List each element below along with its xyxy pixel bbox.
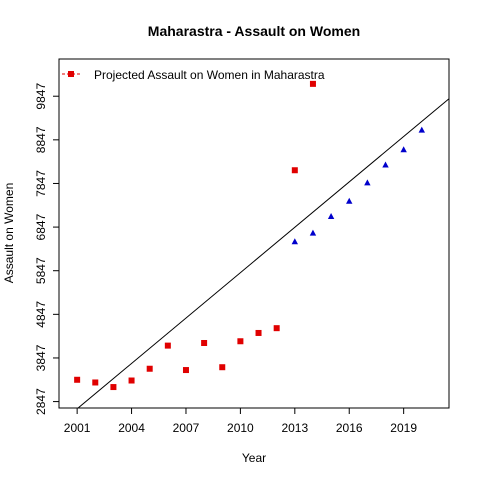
- data-point-triangle: [327, 212, 335, 219]
- data-marks: [74, 80, 425, 391]
- data-point-square: [273, 325, 280, 332]
- x-axis-label: Year: [242, 451, 266, 465]
- plot-frame: [58, 58, 450, 409]
- data-point-triangle: [309, 229, 317, 236]
- data-point-triangle: [364, 179, 371, 186]
- y-axis: 2847 3847 4847 5847 6847 7847 8847 9847: [34, 83, 60, 415]
- data-point-triangle: [418, 126, 425, 133]
- trend-line-group: [77, 98, 449, 408]
- data-point-triangle: [346, 197, 353, 204]
- y-tick-label: 2847: [34, 388, 48, 415]
- y-tick-label: 9847: [34, 83, 48, 110]
- data-point-square: [74, 376, 81, 383]
- y-tick-label: 4847: [34, 301, 48, 328]
- y-tick-label: 8847: [34, 126, 48, 153]
- x-tick-label: 2016: [336, 421, 363, 435]
- data-point-square: [291, 167, 298, 174]
- x-tick-label: 2010: [227, 421, 254, 435]
- y-tick-label: 3847: [34, 344, 48, 371]
- y-axis-label: Assault on Women: [2, 183, 16, 284]
- data-point-square: [237, 338, 244, 345]
- chart-title: Maharastra - Assault on Women: [148, 23, 360, 39]
- legend: Projected Assault on Women in Maharastra: [62, 68, 325, 82]
- data-point-square: [309, 80, 316, 87]
- data-point-square: [255, 329, 262, 336]
- data-point-square: [92, 379, 99, 386]
- legend-label: Projected Assault on Women in Maharastra: [94, 68, 325, 82]
- data-point-triangle: [382, 161, 389, 168]
- plot-area: [58, 58, 450, 409]
- data-point-square: [182, 367, 189, 374]
- legend-marker: [68, 71, 74, 77]
- trend-line: [77, 98, 449, 408]
- x-tick-label: 2019: [390, 421, 417, 435]
- data-point-square: [201, 339, 208, 346]
- data-point-square: [128, 377, 135, 384]
- data-point-square: [110, 384, 117, 391]
- x-tick-label: 2007: [173, 421, 200, 435]
- y-tick-label: 7847: [34, 170, 48, 197]
- y-tick-label: 6847: [34, 213, 48, 240]
- y-tick-label: 5847: [34, 257, 48, 284]
- data-point-square: [164, 342, 171, 349]
- data-point-triangle: [400, 146, 407, 153]
- data-point-triangle: [291, 238, 299, 245]
- data-point-square: [146, 365, 153, 372]
- x-tick-label: 2013: [281, 421, 308, 435]
- data-point-square: [219, 364, 226, 371]
- x-tick-label: 2001: [64, 421, 91, 435]
- x-axis: 2001 2004 2007 2010 2013 2016 2019: [64, 407, 417, 435]
- x-tick-label: 2004: [118, 421, 145, 435]
